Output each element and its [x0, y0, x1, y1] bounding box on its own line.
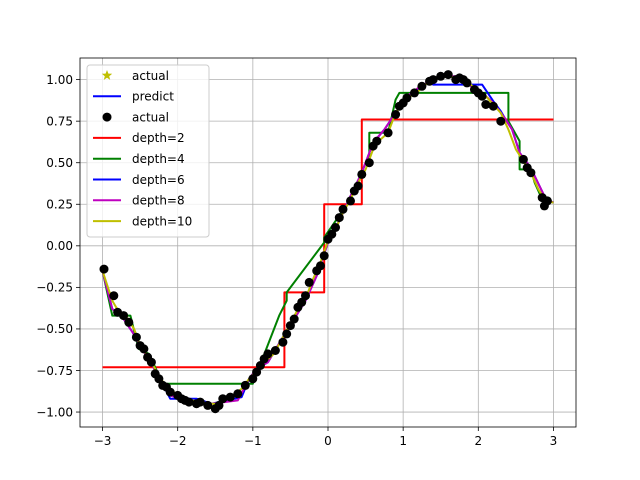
actual-point	[263, 349, 273, 359]
legend-label: depth=8	[132, 194, 185, 208]
actual-point	[346, 196, 355, 206]
actual-point	[327, 229, 337, 239]
actual-point	[255, 361, 265, 370]
actual-point	[252, 367, 262, 377]
actual-point	[146, 357, 156, 367]
actual-point	[331, 223, 340, 232]
y-tick-label: 1.00	[46, 73, 73, 87]
x-axis: −3 −2 −1 0 1 2 3	[94, 427, 558, 448]
legend-circle-marker	[102, 112, 112, 122]
actual-point	[285, 321, 295, 331]
actual-point	[233, 389, 243, 399]
actual-point	[477, 91, 487, 101]
actual-point	[526, 168, 536, 178]
actual-point	[99, 264, 109, 274]
actual-point	[518, 154, 528, 164]
x-tick-label: 2	[474, 434, 482, 448]
actual-point	[301, 291, 310, 301]
legend-label: predict	[132, 90, 174, 104]
actual-point	[195, 397, 205, 407]
actual-point	[214, 400, 224, 410]
actual-point	[462, 78, 472, 88]
legend-label: depth=2	[132, 131, 185, 145]
actual-point	[119, 311, 129, 321]
actual-point	[165, 387, 175, 397]
y-tick-label: −0.25	[36, 281, 73, 295]
series-line-depth-2	[102, 118, 554, 369]
actual-point	[109, 291, 119, 301]
actual-point	[184, 397, 194, 407]
actual-point	[139, 344, 149, 354]
actual-point	[297, 297, 307, 307]
y-tick-label: 0.25	[46, 198, 73, 212]
actual-point	[357, 169, 367, 179]
actual-point	[270, 346, 280, 355]
actual-point	[436, 71, 446, 81]
actual-point	[372, 136, 382, 146]
y-tick-label: 0.75	[46, 114, 73, 128]
actual-point	[154, 374, 164, 384]
x-tick-label: 1	[399, 434, 407, 448]
x-tick-label: −3	[94, 434, 112, 448]
y-tick-label: 0.50	[46, 156, 73, 170]
actual-point	[225, 392, 235, 402]
actual-point	[316, 261, 325, 271]
actual-point	[542, 196, 552, 206]
legend-label: actual	[132, 110, 169, 124]
actual-point	[131, 332, 141, 342]
actual-point	[443, 70, 453, 80]
y-tick-label: −0.75	[36, 364, 73, 378]
actual-point	[248, 374, 258, 384]
legend-label: depth=4	[132, 152, 185, 166]
actual-point	[240, 380, 250, 390]
x-tick-label: 0	[324, 434, 332, 448]
actual-point	[304, 277, 314, 287]
legend: actual predict actual depth=2 depth=4 depth=6…	[86, 64, 210, 238]
actual-point	[402, 93, 412, 103]
actual-point	[278, 337, 288, 347]
actual-point	[338, 204, 348, 214]
actual-point	[218, 394, 228, 404]
actual-point	[282, 329, 292, 339]
legend-label: depth=10	[132, 214, 192, 228]
legend-label: actual	[132, 69, 169, 83]
x-tick-label: 3	[550, 434, 558, 448]
actual-point	[391, 110, 401, 119]
legend-box	[86, 64, 210, 238]
y-tick-label: 0.00	[46, 239, 73, 253]
actual-point	[428, 75, 438, 85]
actual-point	[417, 81, 427, 91]
y-tick-label: −0.50	[36, 322, 73, 336]
x-tick-label: −2	[169, 434, 187, 448]
actual-point	[203, 400, 213, 410]
x-tick-label: −1	[244, 434, 262, 448]
actual-point	[124, 317, 134, 327]
actual-point	[488, 101, 498, 111]
actual-point	[289, 314, 299, 324]
y-axis: 1.00 0.75 0.50 0.25 0.00 −0.25 −0.50 −0.75 −1.00	[36, 73, 80, 419]
actual-point	[409, 88, 419, 98]
actual-point	[319, 251, 329, 261]
actual-point	[364, 158, 374, 168]
legend-label: depth=6	[132, 173, 185, 187]
actual-point	[383, 128, 393, 138]
actual-point	[481, 100, 491, 109]
scatter-points	[99, 70, 552, 414]
actual-point	[334, 213, 344, 223]
legend-star-marker	[101, 70, 113, 80]
actual-point	[496, 116, 506, 126]
actual-point	[353, 181, 363, 191]
y-tick-label: −1.00	[36, 405, 73, 419]
